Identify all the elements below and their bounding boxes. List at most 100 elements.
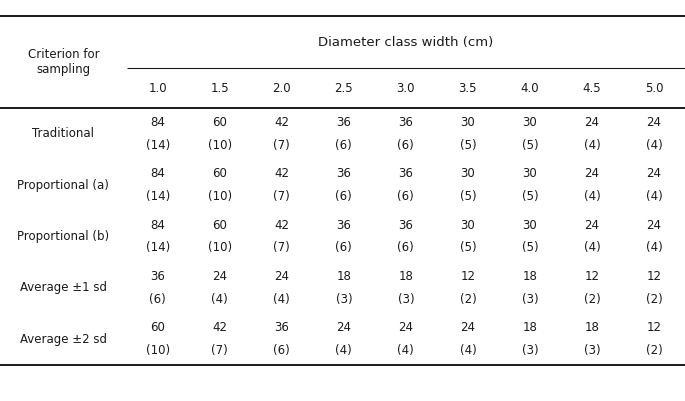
Text: (6): (6): [397, 241, 414, 254]
Text: 30: 30: [460, 116, 475, 129]
Text: (5): (5): [460, 190, 476, 203]
Text: (4): (4): [645, 190, 662, 203]
Text: (2): (2): [645, 293, 662, 306]
Text: 24: 24: [274, 270, 289, 283]
Text: (3): (3): [521, 344, 538, 357]
Text: (10): (10): [208, 190, 232, 203]
Text: 5.0: 5.0: [645, 82, 663, 95]
Text: 24: 24: [647, 116, 662, 129]
Text: 36: 36: [336, 116, 351, 129]
Text: 1.0: 1.0: [149, 82, 167, 95]
Text: 24: 24: [647, 219, 662, 232]
Text: 42: 42: [212, 322, 227, 334]
Text: 2.5: 2.5: [334, 82, 353, 95]
Text: (5): (5): [521, 241, 538, 254]
Text: 36: 36: [275, 322, 289, 334]
Text: (3): (3): [397, 293, 414, 306]
Text: 18: 18: [399, 270, 413, 283]
Text: Average ±2 sd: Average ±2 sd: [20, 333, 107, 346]
Text: (4): (4): [212, 293, 228, 306]
Text: 84: 84: [150, 168, 165, 180]
Text: (2): (2): [460, 293, 476, 306]
Text: (4): (4): [645, 241, 662, 254]
Text: 60: 60: [150, 322, 165, 334]
Text: 24: 24: [584, 116, 599, 129]
Text: (2): (2): [584, 293, 600, 306]
Text: (3): (3): [521, 293, 538, 306]
Text: 36: 36: [336, 219, 351, 232]
Text: 36: 36: [150, 270, 165, 283]
Text: (4): (4): [460, 344, 476, 357]
Text: (4): (4): [397, 344, 414, 357]
Text: (6): (6): [149, 293, 166, 306]
Text: Criterion for
sampling: Criterion for sampling: [27, 48, 99, 76]
Text: Diameter class width (cm): Diameter class width (cm): [319, 36, 493, 49]
Text: (2): (2): [645, 344, 662, 357]
Text: (6): (6): [336, 190, 352, 203]
Text: (3): (3): [584, 344, 600, 357]
Text: (7): (7): [273, 190, 290, 203]
Text: 18: 18: [336, 270, 351, 283]
Text: Traditional: Traditional: [32, 128, 95, 140]
Text: 24: 24: [460, 322, 475, 334]
Text: 4.0: 4.0: [521, 82, 539, 95]
Text: 36: 36: [399, 168, 413, 180]
Text: (10): (10): [208, 241, 232, 254]
Text: 36: 36: [399, 116, 413, 129]
Text: (4): (4): [273, 293, 290, 306]
Text: 84: 84: [150, 219, 165, 232]
Text: Average ±1 sd: Average ±1 sd: [20, 282, 107, 294]
Text: 36: 36: [336, 168, 351, 180]
Text: 12: 12: [647, 322, 662, 334]
Text: 30: 30: [460, 168, 475, 180]
Text: 12: 12: [460, 270, 475, 283]
Text: 1.5: 1.5: [210, 82, 229, 95]
Text: (6): (6): [336, 139, 352, 152]
Text: Proportional (b): Proportional (b): [17, 230, 110, 243]
Text: (14): (14): [146, 241, 170, 254]
Text: 36: 36: [399, 219, 413, 232]
Text: 24: 24: [647, 168, 662, 180]
Text: (6): (6): [397, 190, 414, 203]
Text: 30: 30: [460, 219, 475, 232]
Text: 3.0: 3.0: [397, 82, 415, 95]
Text: 42: 42: [274, 219, 289, 232]
Text: 18: 18: [523, 322, 537, 334]
Text: (6): (6): [336, 241, 352, 254]
Text: (4): (4): [645, 139, 662, 152]
Text: 42: 42: [274, 168, 289, 180]
Text: 24: 24: [399, 322, 413, 334]
Text: 3.5: 3.5: [459, 82, 477, 95]
Text: (14): (14): [146, 190, 170, 203]
Text: (10): (10): [208, 139, 232, 152]
Text: (4): (4): [336, 344, 352, 357]
Text: (6): (6): [397, 139, 414, 152]
Text: 24: 24: [584, 219, 599, 232]
Text: 30: 30: [523, 219, 537, 232]
Text: 42: 42: [274, 116, 289, 129]
Text: 12: 12: [584, 270, 599, 283]
Text: 18: 18: [584, 322, 599, 334]
Text: 4.5: 4.5: [583, 82, 601, 95]
Text: 60: 60: [212, 116, 227, 129]
Text: (4): (4): [584, 241, 600, 254]
Text: (7): (7): [273, 139, 290, 152]
Text: 30: 30: [523, 116, 537, 129]
Text: 30: 30: [523, 168, 537, 180]
Text: (5): (5): [521, 190, 538, 203]
Text: (3): (3): [336, 293, 352, 306]
Text: 18: 18: [523, 270, 537, 283]
Text: 24: 24: [584, 168, 599, 180]
Text: 60: 60: [212, 219, 227, 232]
Text: (6): (6): [273, 344, 290, 357]
Text: 24: 24: [336, 322, 351, 334]
Text: 24: 24: [212, 270, 227, 283]
Text: (4): (4): [584, 139, 600, 152]
Text: (14): (14): [146, 139, 170, 152]
Text: (4): (4): [584, 190, 600, 203]
Text: (7): (7): [212, 344, 228, 357]
Text: (5): (5): [521, 139, 538, 152]
Text: (5): (5): [460, 241, 476, 254]
Text: (10): (10): [146, 344, 170, 357]
Text: (5): (5): [460, 139, 476, 152]
